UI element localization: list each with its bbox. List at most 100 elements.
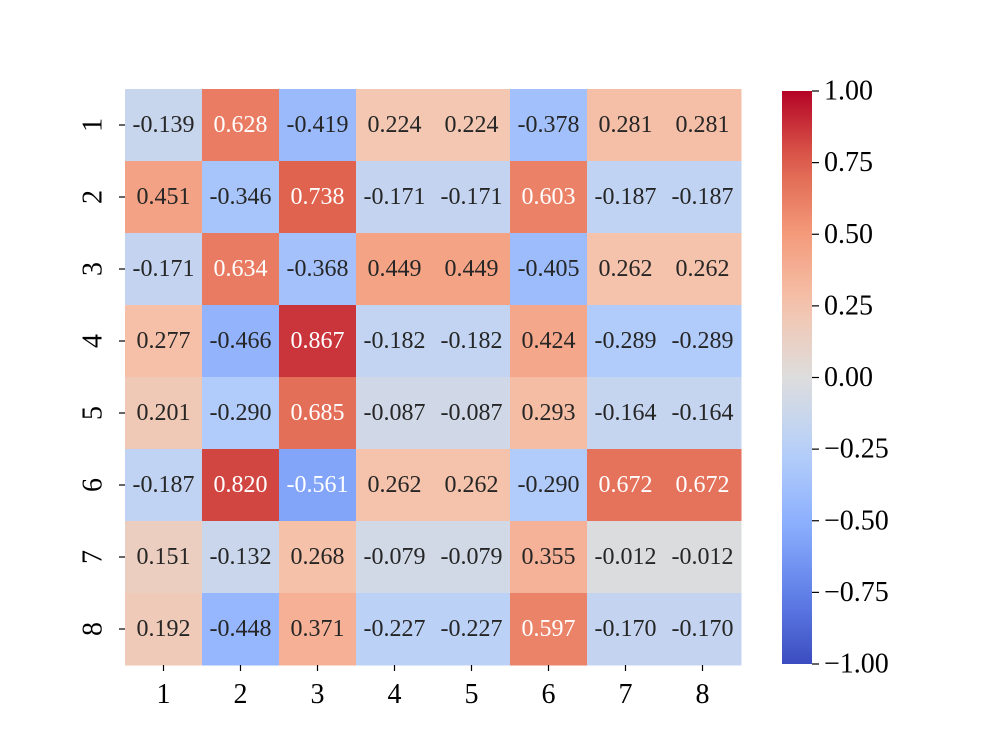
heatmap-cell-r2-c1 bbox=[125, 161, 203, 234]
x-tick-label: 7 bbox=[619, 679, 633, 710]
heatmap-cells bbox=[125, 89, 742, 666]
y-tick-label: 6 bbox=[78, 478, 109, 492]
cell-value-label: -0.171 bbox=[133, 256, 195, 282]
cell-value-label: 0.224 bbox=[368, 112, 422, 138]
cell-value-label: -0.182 bbox=[364, 328, 426, 354]
heatmap-cell-r6-c5 bbox=[433, 449, 511, 522]
heatmap-cell-r3-c5 bbox=[433, 233, 511, 306]
x-tick-label: 5 bbox=[465, 679, 479, 710]
cell-value-label: 0.151 bbox=[137, 544, 191, 570]
cell-value-label: -0.171 bbox=[441, 184, 503, 210]
cell-value-label: 0.262 bbox=[599, 256, 653, 282]
y-tick-label: 8 bbox=[78, 622, 109, 636]
colorbar-tick-label: 0.25 bbox=[824, 290, 873, 321]
heatmap-cell-r5-c8 bbox=[664, 377, 742, 450]
cell-value-label: -0.187 bbox=[672, 184, 734, 210]
heatmap-cell-r3-c7 bbox=[587, 233, 665, 306]
heatmap-cell-labels: -0.139 0.628 -0.419 0.224 0.224 -0.378 0.281 0.… bbox=[133, 112, 734, 642]
cell-value-label: -0.466 bbox=[210, 328, 272, 354]
heatmap-cell-r6-c1 bbox=[125, 449, 203, 522]
heatmap-cell-r4-c1 bbox=[125, 305, 203, 378]
heatmap-cell-r8-c8 bbox=[664, 593, 742, 666]
colorbar: 1.00 0.75 0.50 0.25 0.00 −0.25 −0.50 −0.75 −1.00 bbox=[782, 76, 889, 680]
heatmap-cell-r7-c3 bbox=[279, 521, 357, 594]
cell-value-label: 0.738 bbox=[291, 184, 345, 210]
cell-value-label: -0.132 bbox=[210, 544, 272, 570]
cell-value-label: 0.597 bbox=[522, 616, 576, 642]
heatmap-cell-r5-c5 bbox=[433, 377, 511, 450]
heatmap-cell-r2-c6 bbox=[510, 161, 588, 234]
cell-value-label: -0.290 bbox=[210, 400, 272, 426]
x-tick-label: 3 bbox=[311, 679, 325, 710]
heatmap-cell-r5-c1 bbox=[125, 377, 203, 450]
cell-value-label: 0.424 bbox=[522, 328, 576, 354]
cell-value-label: -0.079 bbox=[441, 544, 503, 570]
heatmap-cell-r8-c5 bbox=[433, 593, 511, 666]
heatmap-cell-r5-c7 bbox=[587, 377, 665, 450]
heatmap-cell-r8-c2 bbox=[202, 593, 280, 666]
cell-value-label: -0.012 bbox=[595, 544, 657, 570]
cell-value-label: 0.820 bbox=[214, 472, 268, 498]
colorbar-tick-label: −1.00 bbox=[824, 649, 889, 680]
heatmap-cell-r1-c3 bbox=[279, 89, 357, 162]
heatmap-cell-r2-c5 bbox=[433, 161, 511, 234]
heatmap-cell-r4-c5 bbox=[433, 305, 511, 378]
y-tick-label: 7 bbox=[78, 550, 109, 564]
cell-value-label: 0.293 bbox=[522, 400, 576, 426]
heatmap-cell-r6-c6 bbox=[510, 449, 588, 522]
cell-value-label: 0.262 bbox=[368, 472, 422, 498]
heatmap-cell-r5-c4 bbox=[356, 377, 434, 450]
colorbar-tick-label: −0.50 bbox=[824, 505, 889, 536]
heatmap-cell-r3-c2 bbox=[202, 233, 280, 306]
cell-value-label: -0.170 bbox=[595, 616, 657, 642]
heatmap-cell-r8-c7 bbox=[587, 593, 665, 666]
colorbar-tick-label: 1.00 bbox=[824, 76, 873, 107]
heatmap-cell-r4-c8 bbox=[664, 305, 742, 378]
cell-value-label: 0.628 bbox=[214, 112, 268, 138]
cell-value-label: -0.346 bbox=[210, 184, 272, 210]
cell-value-label: -0.139 bbox=[133, 112, 195, 138]
cell-value-label: 0.355 bbox=[522, 544, 576, 570]
heatmap-cell-r1-c2 bbox=[202, 89, 280, 162]
cell-value-label: 0.451 bbox=[137, 184, 191, 210]
colorbar-bar bbox=[782, 91, 812, 664]
heatmap-cell-r2-c3 bbox=[279, 161, 357, 234]
heatmap-cell-r2-c4 bbox=[356, 161, 434, 234]
cell-value-label: -0.378 bbox=[518, 112, 580, 138]
cell-value-label: -0.448 bbox=[210, 616, 272, 642]
x-tick-label: 4 bbox=[388, 679, 402, 710]
heatmap-cell-r3-c8 bbox=[664, 233, 742, 306]
x-tick-label: 6 bbox=[542, 679, 556, 710]
heatmap-cell-r7-c6 bbox=[510, 521, 588, 594]
cell-value-label: 0.672 bbox=[599, 472, 653, 498]
heatmap-cell-r4-c2 bbox=[202, 305, 280, 378]
heatmap-cell-r3-c6 bbox=[510, 233, 588, 306]
heatmap-cell-r3-c1 bbox=[125, 233, 203, 306]
heatmap-cell-r6-c2 bbox=[202, 449, 280, 522]
heatmap-cell-r6-c4 bbox=[356, 449, 434, 522]
cell-value-label: -0.087 bbox=[364, 400, 426, 426]
cell-value-label: 0.262 bbox=[445, 472, 499, 498]
heatmap-cell-r3-c4 bbox=[356, 233, 434, 306]
heatmap-cell-r6-c7 bbox=[587, 449, 665, 522]
y-tick-label: 1 bbox=[78, 118, 109, 132]
cell-value-label: 0.192 bbox=[137, 616, 191, 642]
cell-value-label: -0.289 bbox=[595, 328, 657, 354]
cell-value-label: 0.281 bbox=[676, 112, 730, 138]
cell-value-label: 0.371 bbox=[291, 616, 345, 642]
heatmap-cell-r4-c4 bbox=[356, 305, 434, 378]
heatmap-cell-r7-c1 bbox=[125, 521, 203, 594]
cell-value-label: -0.289 bbox=[672, 328, 734, 354]
heatmap-cell-r3-c3 bbox=[279, 233, 357, 306]
cell-value-label: -0.079 bbox=[364, 544, 426, 570]
cell-value-label: -0.405 bbox=[518, 256, 580, 282]
cell-value-label: 0.281 bbox=[599, 112, 653, 138]
heatmap-cell-r6-c3 bbox=[279, 449, 357, 522]
cell-value-label: -0.227 bbox=[364, 616, 426, 642]
cell-value-label: 0.867 bbox=[291, 328, 345, 354]
heatmap-cell-r2-c2 bbox=[202, 161, 280, 234]
y-tick-label: 3 bbox=[78, 262, 109, 276]
cell-value-label: -0.290 bbox=[518, 472, 580, 498]
